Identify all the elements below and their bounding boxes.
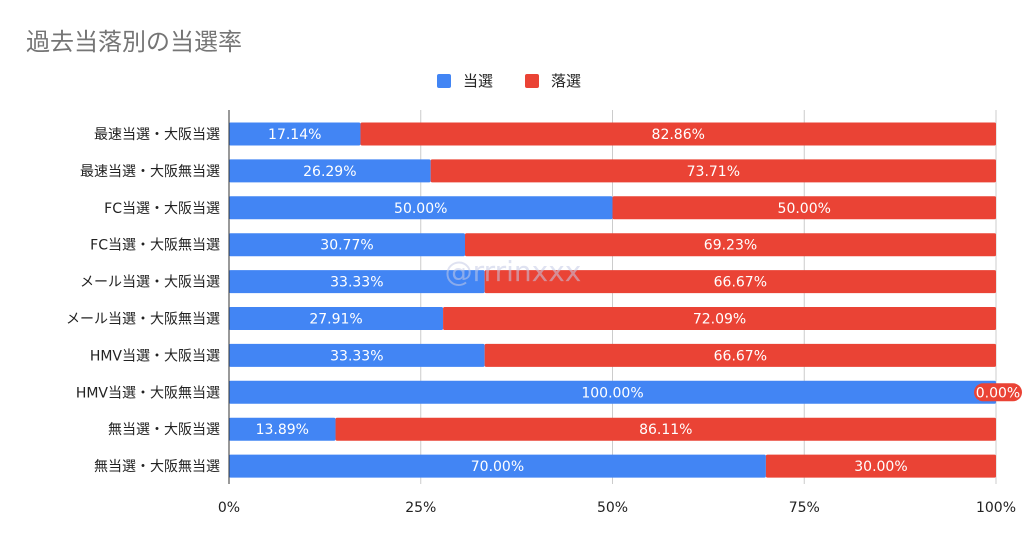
bar-segment-lose [465,233,997,257]
data-label: 73.71% [687,164,740,180]
bar-segment-win [229,307,444,330]
x-tick-label: 100% [976,500,1016,516]
data-label: 0.00% [976,385,1020,401]
bar-segment-win [229,454,766,478]
legend: 当選 落選 [437,72,581,90]
chart-title: 過去当落別の当選率 [26,28,242,56]
data-label: 33.33% [330,348,383,364]
bar-segment-win [229,122,361,146]
category-label: HMV当選・大阪当選 [90,348,220,364]
data-label-pill [974,383,1022,402]
legend-swatch-1 [525,74,539,88]
bar-segment-lose [484,343,996,367]
x-tick-labels: 0% 25% 50% 75% 100% [218,500,1016,516]
bar-segment-lose [443,307,996,330]
category-label: FC当選・大阪当選 [104,201,220,217]
bar-segment-lose [765,454,996,478]
category-label: 無当選・大阪無当選 [94,459,220,475]
bar-segment-win [229,343,485,367]
data-label: 69.23% [704,238,757,254]
bars: 17.14% 82.86% 26.29% 73.71% 50.00% 50.00% 30.7… [229,122,1022,478]
data-label: 100.00% [581,385,643,401]
category-label: メール当選・大阪当選 [80,275,220,291]
data-label: 72.09% [693,312,746,328]
category-label: FC当選・大阪無当選 [90,238,220,254]
data-label: 30.77% [320,238,373,254]
x-tick-label: 25% [405,500,436,516]
watermark: @rrrinxxx [445,255,582,288]
legend-label-1: 落選 [551,72,581,90]
bar-segment-lose [335,417,997,441]
data-label: 33.33% [330,275,383,291]
data-label: 30.00% [854,459,907,475]
bar-segment-win [229,380,996,404]
bar-segment-lose [612,196,996,220]
data-label: 82.86% [652,127,705,143]
x-tick-label: 75% [789,500,820,516]
bar-segment-win [229,270,485,294]
bar-segment-win [229,233,466,257]
data-label: 86.11% [639,422,692,438]
legend-swatch-0 [437,74,451,88]
bar-segment-lose [484,270,996,294]
data-label: 66.67% [714,348,767,364]
data-label: 50.00% [778,201,831,217]
category-label: 無当選・大阪当選 [108,422,220,438]
category-label: 最速当選・大阪無当選 [80,164,220,180]
bar-segment-win [229,159,431,183]
data-label: 66.67% [714,275,767,291]
bar-segment-lose [430,159,996,183]
bar-segment-win [229,417,336,441]
category-label: 最速当選・大阪当選 [94,127,220,143]
data-label: 27.91% [309,312,362,328]
x-tick-label: 50% [597,500,628,516]
data-label: 70.00% [471,459,524,475]
data-label: 17.14% [268,127,321,143]
legend-label-0: 当選 [463,72,493,90]
category-label: HMV当選・大阪無当選 [76,385,220,401]
bar-segment-win [229,196,613,220]
x-tick-label: 0% [218,500,240,516]
data-label: 50.00% [394,201,447,217]
bar-segment-lose [360,122,996,146]
data-label: 26.29% [303,164,356,180]
data-label: 13.89% [256,422,309,438]
category-label: メール当選・大阪無当選 [66,312,220,328]
